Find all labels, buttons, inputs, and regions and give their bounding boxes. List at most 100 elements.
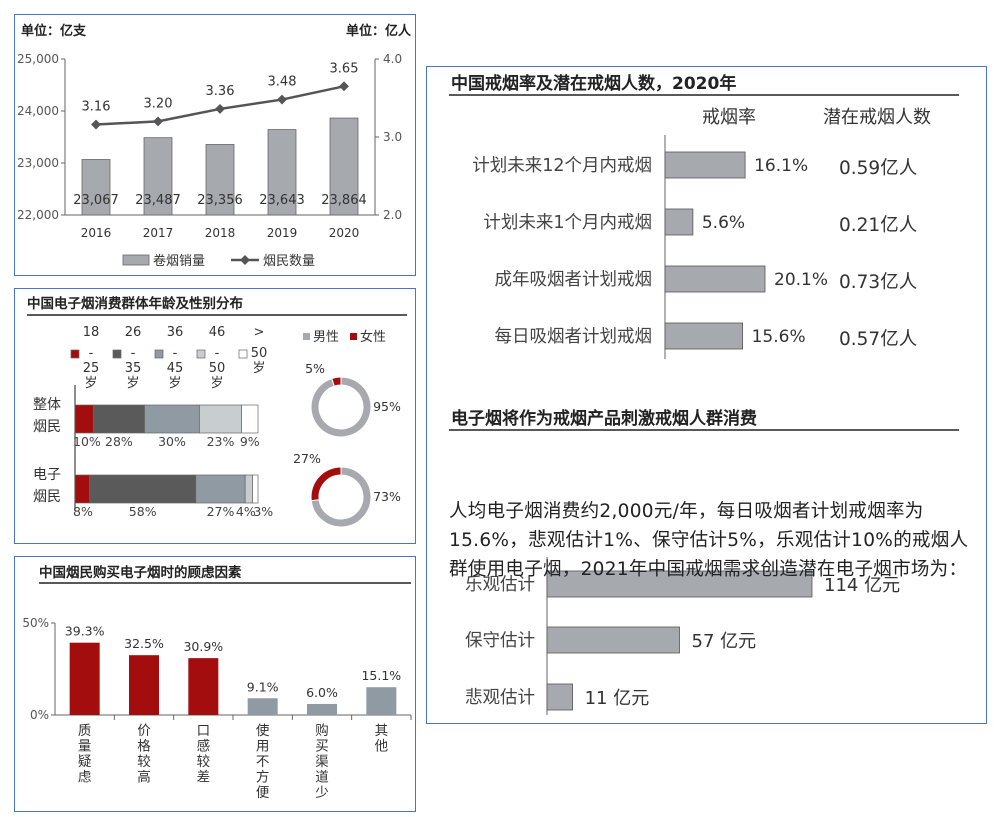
stack-segment [74, 474, 90, 504]
row-label: 烟民 [33, 419, 61, 435]
x-tick-label: 感 [197, 738, 211, 755]
segment-label: 4% [236, 504, 256, 519]
unit-left-label: 单位：亿支 [21, 23, 87, 39]
chart-title: 中国烟民购买电子烟时的顾虑因素 [39, 564, 242, 581]
x-tick-label: 便 [256, 785, 270, 801]
donut-male-label: 95% [373, 399, 401, 414]
bar-value-label: 15.1% [361, 668, 401, 683]
legend-bar-label: 卷烟销量 [153, 253, 205, 269]
bar-value-label: 20.1% [774, 270, 828, 290]
category-label: 每日吸烟者计划戒烟 [495, 327, 653, 347]
legend-label: 50 [209, 361, 226, 376]
legend-label: 45 [167, 361, 184, 376]
legend-swatch [70, 349, 80, 359]
market-category-label: 乐观估计 [465, 575, 535, 595]
market-value-label: 57 亿元 [692, 631, 757, 652]
line-value-label: 3.16 [82, 100, 111, 115]
x-tick-label: 使 [256, 722, 270, 739]
segment-label: 28% [105, 434, 133, 449]
x-tick-label: 2019 [267, 226, 298, 240]
bar-value-label: 32.5% [124, 636, 164, 651]
market-category-label: 悲观估计 [465, 688, 535, 708]
legend-label: - [131, 346, 136, 361]
x-tick-label: 2018 [205, 226, 236, 240]
line-point [277, 94, 287, 105]
legend-label: 岁 [210, 376, 223, 391]
market-value-label: 114 亿元 [824, 575, 900, 596]
bar [247, 698, 278, 715]
row-label: 电子 [33, 467, 61, 483]
age-gender-panel: 中国电子烟消费群体年龄及性别分布 18-25 岁 26-35 岁 36-45 岁 46-50 岁… [14, 288, 416, 544]
category-label: 计划未来1个月内戒烟 [483, 213, 652, 233]
market-bar [546, 570, 813, 598]
chart-title: 中国电子烟消费群体年龄及性别分布 [27, 295, 243, 312]
bar [329, 117, 359, 216]
row-label: 烟民 [33, 489, 61, 505]
x-tick-label: 不 [256, 754, 270, 770]
y-tick-label-left: 25,000 [17, 52, 59, 66]
bar [69, 642, 100, 715]
market-value-label: 11 亿元 [585, 688, 650, 709]
x-tick-label: 格 [137, 739, 151, 755]
line-point [91, 119, 101, 130]
line-point [215, 103, 225, 114]
y-tick-label-left: 23,000 [17, 156, 59, 170]
bar-value-label: 23,067 [73, 193, 119, 208]
x-tick-label: 量 [78, 739, 92, 755]
legend-label: 46 [209, 325, 226, 340]
x-tick-label: 方 [256, 770, 270, 786]
bar [664, 265, 766, 293]
legend-line-label: 烟民数量 [263, 254, 315, 269]
people-label: 0.57亿人 [839, 329, 917, 350]
age-gender-chart: 中国电子烟消费群体年龄及性别分布18-25岁26-35岁36-45岁46-50岁… [27, 295, 407, 528]
market-category-label: 保守估计 [465, 631, 535, 651]
stack-segment [252, 474, 259, 504]
line-value-label: 3.36 [206, 84, 235, 99]
gender-legend-label: 女性 [360, 329, 386, 345]
x-tick-label: 他 [375, 739, 389, 755]
people-label: 0.21亿人 [839, 215, 917, 236]
bar-value-label: 23,487 [135, 193, 181, 208]
bar [307, 703, 337, 715]
x-tick-label: 差 [197, 770, 211, 786]
bar-value-label: 30.9% [183, 639, 223, 654]
legend-label: 36 [167, 325, 184, 340]
stack-segment [244, 474, 253, 504]
chart-title: 中国戒烟率及潜在戒烟人数，2020年 [451, 73, 736, 94]
legend-label: 岁 [168, 376, 181, 391]
legend-label: 岁 [126, 376, 139, 391]
bar-value-label: 23,356 [197, 193, 243, 208]
stack-segment [241, 404, 259, 434]
bar-value-label: 9.1% [247, 679, 279, 694]
market-paragraph: 人均电子烟消费约2,000元/年，每日吸烟者计划戒烟率为15.6%，悲观估计1%… [449, 501, 969, 580]
y-tick-label-left: 24,000 [17, 104, 59, 118]
line-value-label: 3.20 [144, 96, 173, 111]
category-label: 成年吸烟者计划戒烟 [495, 270, 653, 290]
x-tick-label: 较 [137, 754, 151, 770]
legend-swatch [112, 349, 122, 359]
donut-male-slice [310, 376, 372, 438]
legend-label: 26 [125, 325, 142, 340]
donut-male-slice [310, 466, 372, 528]
bar-value-label: 23,643 [259, 193, 305, 208]
unit-right-label: 单位：亿人 [346, 23, 412, 39]
legend-line-marker [240, 255, 250, 265]
market-bar [546, 626, 680, 654]
bar [664, 322, 744, 350]
segment-label: 58% [129, 504, 157, 519]
column-header-people: 潜在戒烟人数 [823, 107, 931, 128]
y-tick-label-left: 22,000 [17, 208, 59, 222]
stack-segment [144, 404, 200, 434]
stack-segment [195, 474, 246, 504]
donut-female-label: 5% [305, 361, 325, 376]
x-tick-label: 2017 [143, 226, 174, 240]
y-tick-label-right: 2.0 [383, 208, 402, 222]
x-tick-label: 口 [197, 723, 211, 739]
bar-value-label: 15.6% [752, 327, 806, 347]
segment-label: 30% [158, 434, 186, 449]
stack-segment [199, 404, 242, 434]
sales-smokers-panel: 单位：亿支 单位：亿人 22,000 23,000 24,000 25,000 2.0 3.0… [14, 14, 416, 276]
legend-label: 35 [125, 361, 142, 376]
bar-value-label: 23,864 [321, 193, 367, 208]
legend-label: 岁 [84, 376, 97, 391]
